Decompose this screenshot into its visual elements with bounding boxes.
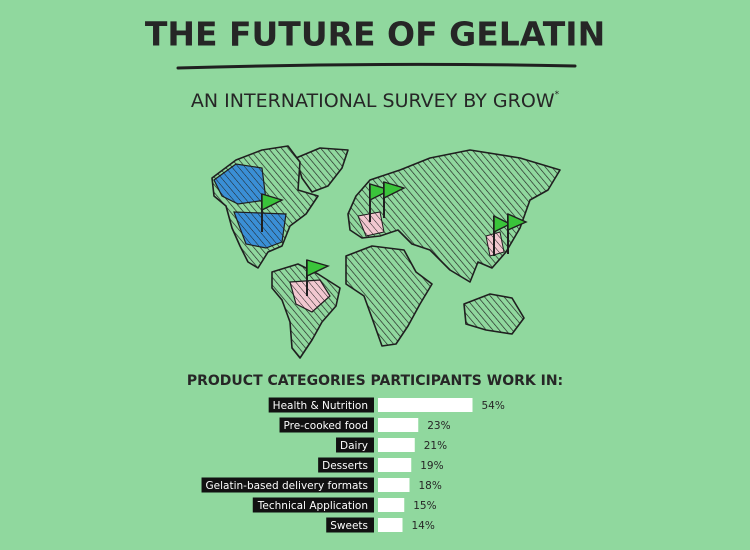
bar (378, 438, 415, 452)
subtitle-text: AN INTERNATIONAL SURVEY BY GROW (191, 90, 555, 112)
value-label: 14% (412, 520, 435, 532)
title: THE FUTURE OF GELATIN (145, 15, 605, 54)
subtitle: AN INTERNATIONAL SURVEY BY GROW* (191, 90, 560, 112)
category-label-background (279, 417, 374, 433)
brazil-highlight (289, 279, 331, 313)
europe-highlight (357, 211, 385, 237)
flags (261, 181, 528, 296)
flag (369, 183, 392, 202)
category-label: Health & Nutrition (273, 400, 368, 412)
bar (378, 418, 419, 432)
value-label: 21% (424, 440, 447, 452)
value-label: 15% (413, 500, 436, 512)
category-label: Pre-cooked food (284, 420, 368, 432)
world-map (211, 145, 561, 359)
category-label: Desserts (322, 460, 368, 472)
category-label: Gelatin-based delivery formats (206, 480, 368, 492)
category-label-background (252, 497, 374, 513)
flag (306, 259, 330, 278)
title-underline (176, 62, 577, 70)
value-label: 19% (420, 460, 443, 472)
category-label: Dairy (340, 440, 368, 452)
bar-chart: Health & Nutrition 54% Pre-cooked food 23% D… (201, 397, 505, 533)
australia (463, 293, 525, 335)
bar (378, 498, 405, 512)
flag (493, 214, 512, 234)
subtitle-marker: * (555, 90, 560, 100)
category-label-background (201, 477, 374, 493)
bar (378, 458, 412, 472)
value-label: 18% (419, 480, 442, 492)
bar (378, 478, 410, 492)
category-label-background (336, 437, 374, 453)
flag (507, 212, 528, 232)
africa (345, 245, 433, 347)
flag (383, 181, 406, 200)
category-label: Technical Application (257, 500, 368, 512)
bar (378, 518, 403, 532)
value-label: 23% (427, 420, 450, 432)
usa-highlight (233, 211, 287, 249)
flag (261, 193, 284, 212)
category-label-background (318, 457, 374, 473)
bar (378, 398, 473, 412)
greenland (295, 147, 349, 193)
chart-title: PRODUCT CATEGORIES PARTICIPANTS WORK IN: (187, 373, 563, 389)
category-label-background (326, 517, 374, 533)
category-label-background (268, 397, 374, 413)
value-label: 54% (482, 400, 505, 412)
category-label: Sweets (330, 520, 368, 532)
